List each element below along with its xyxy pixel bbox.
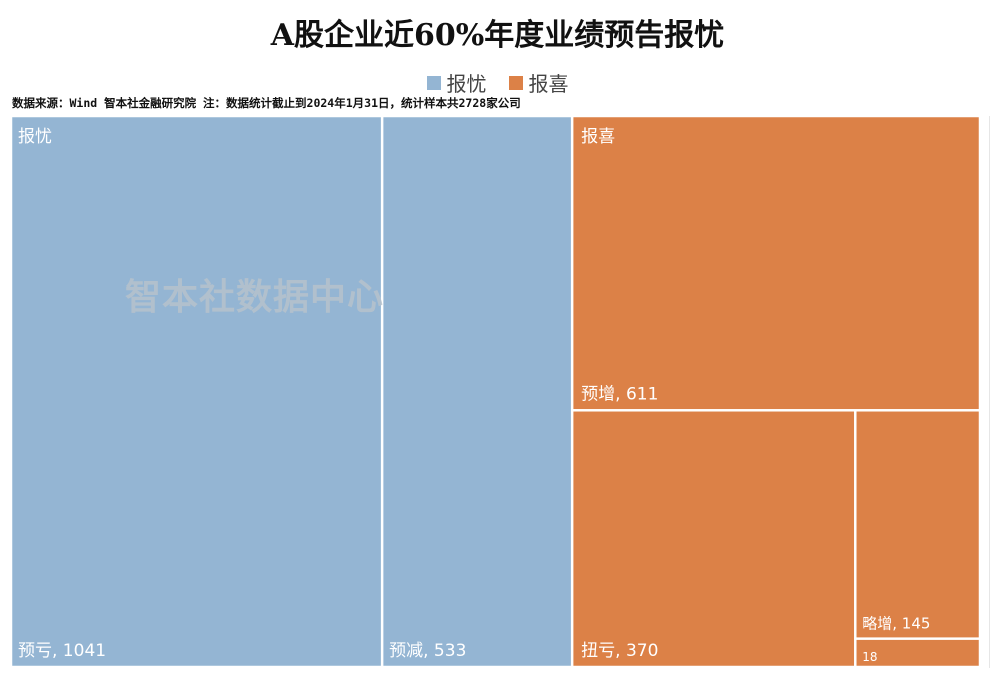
legend-label-good: 报喜: [528, 72, 569, 96]
source-note: 数据来源：Wind 智本社金融研究院 注：数据统计截止到2024年1月31日，统…: [12, 96, 521, 110]
group-label-worry: 报忧: [18, 127, 52, 147]
chart-title: A股企业近60%年度业绩预告报忧: [270, 18, 725, 53]
legend-label-worry: 报忧: [446, 72, 487, 96]
legend-swatch-good: [508, 75, 523, 90]
group-label-good: 报喜: [581, 127, 615, 147]
tile-label-good-3: 18: [862, 650, 877, 664]
tile-label-worry-1: 预减, 533: [389, 641, 466, 661]
tile-label-good-0: 预增, 611: [581, 384, 658, 404]
tile-label-good-2: 略增, 145: [862, 615, 930, 633]
treemap-tile-worry-1: [383, 117, 571, 666]
legend-item-worry: 报忧: [426, 68, 487, 97]
treemap-tile-good-0: [573, 117, 979, 410]
treemap-tile-worry-0: [12, 117, 381, 666]
treemap-tile-good-3: [856, 639, 979, 666]
legend-swatch-worry: [426, 75, 441, 90]
treemap-tile-good-2: [856, 411, 979, 638]
chart-edge-line: [989, 116, 990, 668]
legend: 报忧 报喜: [0, 68, 995, 97]
watermark: 智本社数据中心: [125, 277, 385, 318]
treemap-tile-good-1: [573, 411, 855, 666]
legend-item-good: 报喜: [508, 68, 569, 97]
tile-label-worry-0: 预亏, 1041: [18, 641, 106, 661]
tile-label-good-1: 扭亏, 370: [581, 641, 658, 661]
